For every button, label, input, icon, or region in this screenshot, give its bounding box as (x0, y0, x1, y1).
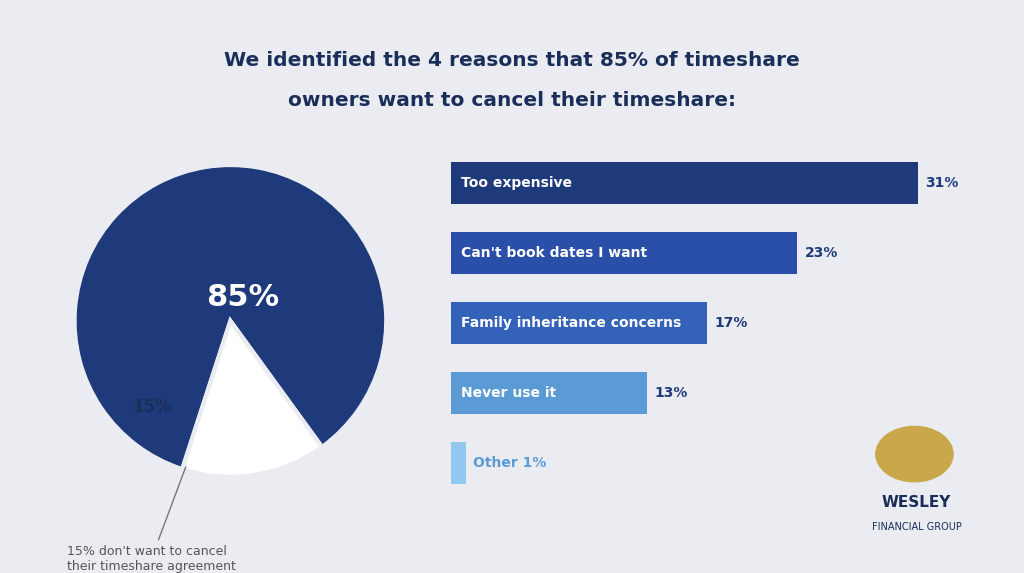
Bar (451, 372, 646, 414)
Text: Other 1%: Other 1% (473, 456, 547, 470)
Bar (451, 302, 707, 344)
Text: 17%: 17% (715, 316, 748, 330)
Bar (451, 232, 798, 274)
Text: 85%: 85% (206, 283, 280, 312)
Text: Can't book dates I want: Can't book dates I want (461, 246, 647, 260)
Text: 15% don't want to cancel
their timeshare agreement: 15% don't want to cancel their timeshare… (67, 467, 236, 573)
Text: We identified the 4 reasons that 85% of timeshare: We identified the 4 reasons that 85% of … (224, 50, 800, 70)
Text: Family inheritance concerns: Family inheritance concerns (461, 316, 681, 330)
Text: FINANCIAL GROUP: FINANCIAL GROUP (871, 522, 962, 532)
Text: Never use it: Never use it (461, 386, 556, 400)
Text: WESLEY: WESLEY (882, 495, 951, 510)
Text: Too expensive: Too expensive (461, 176, 572, 190)
Text: 31%: 31% (926, 176, 958, 190)
Text: 15%: 15% (133, 398, 172, 415)
Bar (451, 442, 466, 484)
Text: 13%: 13% (654, 386, 687, 400)
Wedge shape (182, 321, 322, 477)
Wedge shape (75, 165, 386, 469)
Text: owners want to cancel their timeshare:: owners want to cancel their timeshare: (288, 91, 736, 110)
Circle shape (876, 426, 953, 482)
Bar (451, 162, 918, 204)
Text: 23%: 23% (805, 246, 839, 260)
